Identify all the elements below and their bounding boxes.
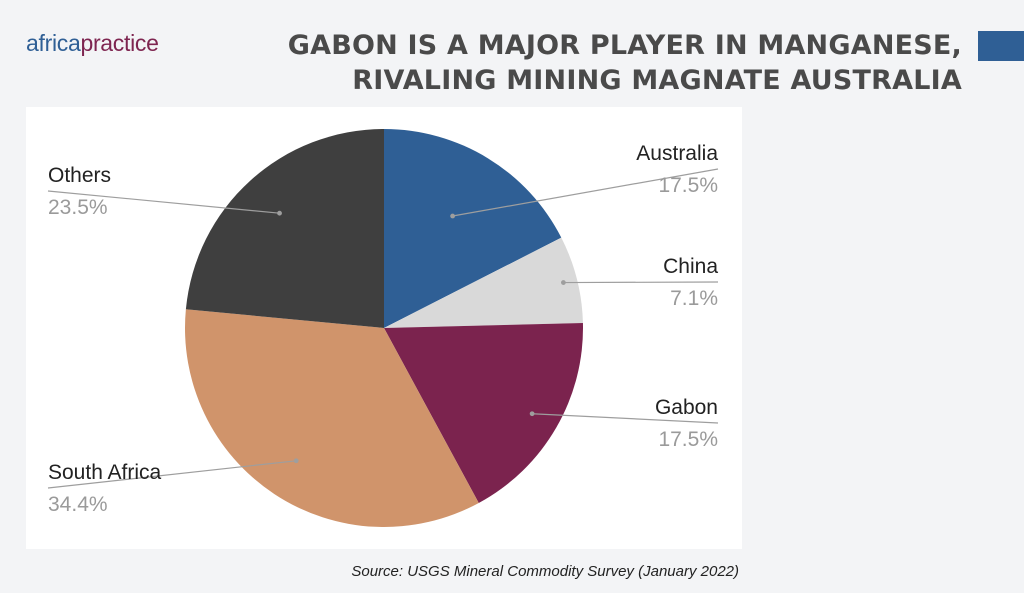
pie-slice-others — [185, 129, 384, 328]
page-title-line-2: RIVALING MINING MAGNATE AUSTRALIA — [352, 65, 962, 96]
leader-line-china — [563, 281, 719, 284]
leader-line-gabon — [532, 413, 719, 424]
pie-slice-south-africa — [185, 309, 479, 527]
slice-label-china: China — [663, 255, 718, 278]
slice-value-others: 23.5% — [48, 196, 108, 219]
leader-dot-china — [560, 280, 566, 285]
slice-value-australia: 17.5% — [658, 174, 718, 197]
slice-label-others: Others — [48, 164, 111, 187]
leader-line-australia — [452, 168, 719, 217]
page-title: GABON IS A MAJOR PLAYER IN MANGANESE, RI… — [288, 28, 962, 98]
slice-value-china: 7.1% — [670, 287, 718, 310]
leader-dot-others — [277, 210, 282, 216]
pie-slice-china — [384, 237, 583, 328]
pie-chart: Australia 17.5% China 7.1% Gabon 17.5% South A… — [47, 129, 719, 527]
chart-panel: Australia 17.5% China 7.1% Gabon 17.5% South A… — [26, 107, 742, 549]
source-note: Source: USGS Mineral Commodity Survey (J… — [351, 563, 739, 580]
leader-dot-south-africa — [293, 458, 299, 464]
leader-line-others — [47, 190, 280, 214]
leader-dot-australia — [450, 213, 456, 219]
leader-dot-gabon — [529, 411, 535, 417]
logo-text-practice: practice — [80, 30, 159, 56]
page-title-line-1: GABON IS A MAJOR PLAYER IN MANGANESE, — [287, 30, 962, 61]
company-logo: africapractice — [26, 30, 159, 57]
pie-slice-australia — [384, 129, 562, 328]
slice-label-gabon: Gabon — [655, 396, 718, 419]
slice-value-gabon: 17.5% — [658, 428, 718, 451]
leader-line-south-africa — [47, 460, 297, 489]
slice-label-south-africa: South Africa — [48, 461, 162, 484]
slice-label-australia: Australia — [636, 142, 718, 165]
pie-slice-gabon — [384, 322, 583, 503]
slice-value-south-africa: 34.4% — [48, 493, 108, 516]
accent-bar — [978, 31, 1024, 61]
logo-text-africa: africa — [26, 30, 81, 56]
